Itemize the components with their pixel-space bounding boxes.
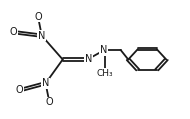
Text: N: N: [100, 45, 107, 55]
Text: N: N: [38, 31, 45, 41]
Text: O: O: [34, 12, 42, 22]
Text: N: N: [85, 54, 92, 64]
Text: N: N: [42, 78, 49, 88]
Text: CH₃: CH₃: [96, 69, 113, 78]
Text: O: O: [46, 97, 53, 107]
Text: O: O: [10, 27, 17, 37]
Text: O: O: [15, 85, 23, 95]
